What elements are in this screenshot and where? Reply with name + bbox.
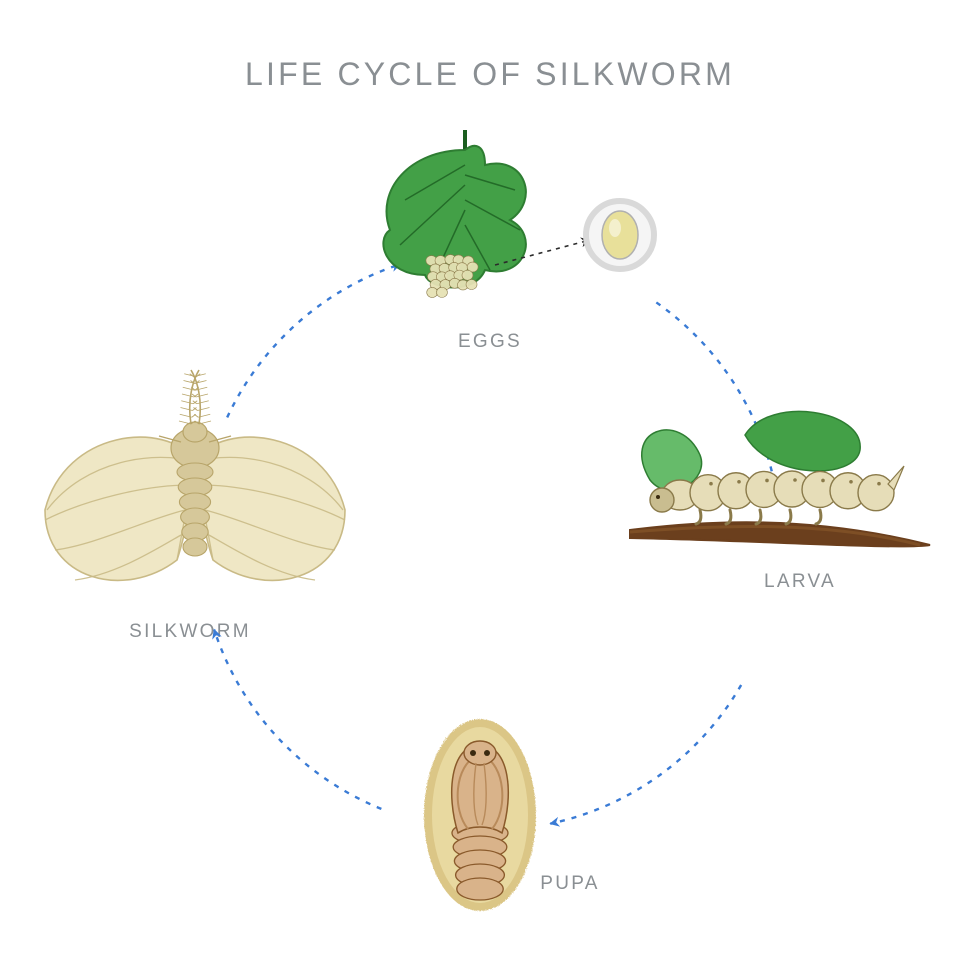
- stage-eggs: [383, 130, 654, 297]
- stage-pupa: [424, 719, 536, 911]
- stage-larva: [630, 411, 930, 546]
- cycle-arrow-larva-to-pupa: [550, 685, 741, 824]
- diagram-canvas: [0, 0, 980, 980]
- stage-silkworm: [45, 370, 345, 580]
- cycle-arrow-silkworm-to-eggs: [227, 264, 400, 417]
- cycle-arrow-pupa-to-silkworm: [214, 630, 381, 809]
